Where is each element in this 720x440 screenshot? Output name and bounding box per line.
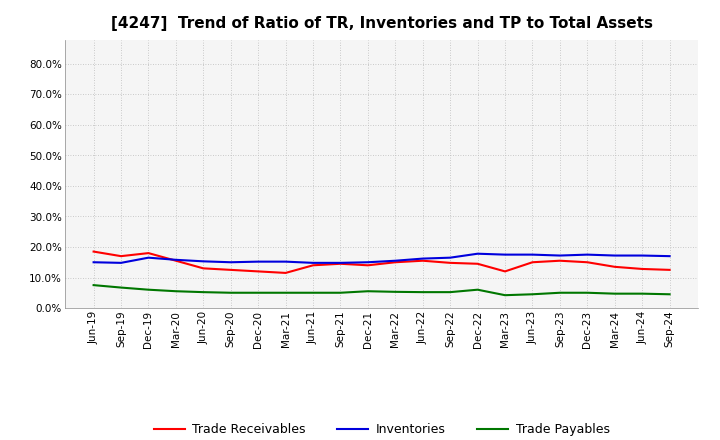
Trade Payables [144,287,153,292]
Trade Payables [89,282,98,288]
Trade Receivables [556,258,564,264]
Line: Trade Payables: Trade Payables [94,285,670,295]
Inventories [336,260,345,265]
Trade Receivables [611,264,619,269]
Inventories [528,252,537,257]
Trade Payables [418,290,427,295]
Inventories [638,253,647,258]
Trade Payables [336,290,345,295]
Inventories [144,255,153,260]
Inventories [89,260,98,265]
Trade Payables [282,290,290,295]
Trade Payables [556,290,564,295]
Trade Payables [528,292,537,297]
Inventories [391,258,400,264]
Inventories [226,260,235,265]
Trade Payables [611,291,619,296]
Trade Payables [473,287,482,292]
Trade Receivables [336,261,345,266]
Trade Payables [638,291,647,296]
Trade Receivables [254,269,263,274]
Trade Payables [364,289,372,294]
Inventories [473,251,482,257]
Inventories [309,260,318,265]
Inventories [364,260,372,265]
Inventories [418,256,427,261]
Inventories [446,255,454,260]
Trade Payables [391,289,400,294]
Trade Payables [199,290,207,295]
Inventories [500,252,509,257]
Trade Payables [117,285,125,290]
Trade Payables [500,293,509,298]
Trade Receivables [446,260,454,265]
Trade Receivables [171,258,180,264]
Trade Receivables [89,249,98,254]
Trade Receivables [528,260,537,265]
Inventories [117,260,125,265]
Trade Receivables [226,267,235,272]
Inventories [556,253,564,258]
Trade Receivables [364,263,372,268]
Trade Payables [254,290,263,295]
Trade Payables [226,290,235,295]
Trade Receivables [638,266,647,271]
Trade Receivables [583,260,592,265]
Trade Receivables [309,263,318,268]
Title: [4247]  Trend of Ratio of TR, Inventories and TP to Total Assets: [4247] Trend of Ratio of TR, Inventories… [111,16,652,32]
Trade Payables [171,289,180,294]
Trade Receivables [144,250,153,256]
Inventories [254,259,263,264]
Line: Inventories: Inventories [94,254,670,263]
Legend: Trade Receivables, Inventories, Trade Payables: Trade Receivables, Inventories, Trade Pa… [148,418,615,440]
Trade Payables [446,290,454,295]
Trade Receivables [500,269,509,274]
Trade Receivables [665,267,674,272]
Trade Payables [583,290,592,295]
Trade Receivables [473,261,482,266]
Inventories [583,252,592,257]
Inventories [171,257,180,262]
Trade Receivables [282,270,290,275]
Trade Payables [309,290,318,295]
Inventories [282,259,290,264]
Inventories [665,253,674,259]
Inventories [611,253,619,258]
Trade Receivables [117,253,125,259]
Inventories [199,259,207,264]
Trade Payables [665,292,674,297]
Line: Trade Receivables: Trade Receivables [94,252,670,273]
Trade Receivables [418,258,427,264]
Trade Receivables [391,260,400,265]
Trade Receivables [199,266,207,271]
